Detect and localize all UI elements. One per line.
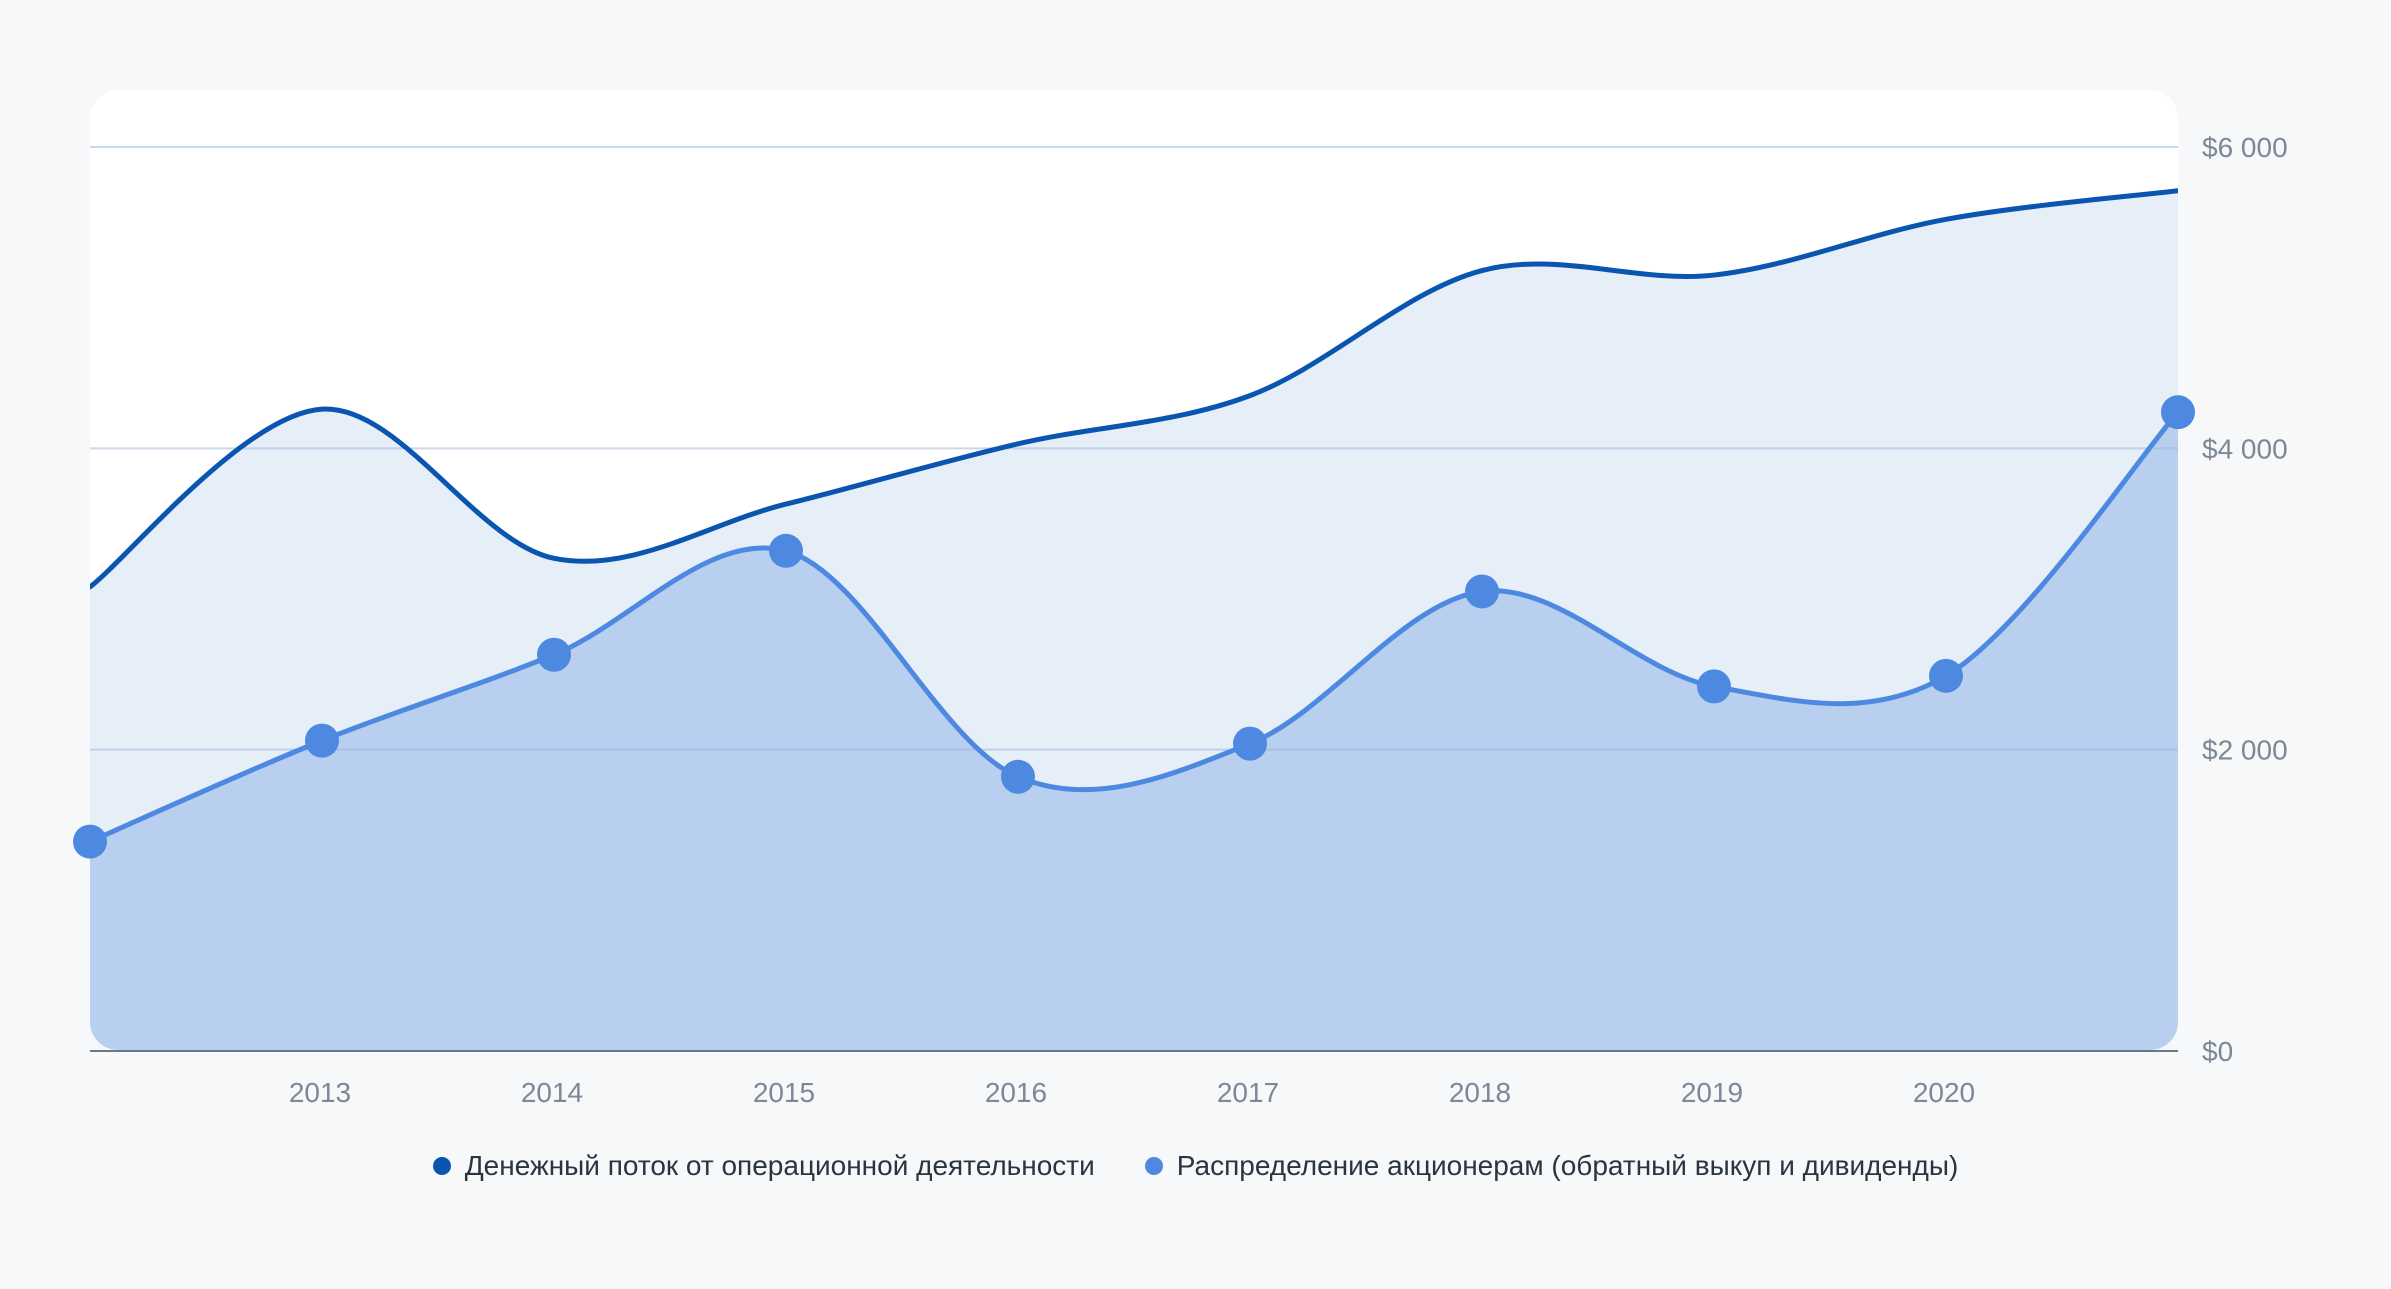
x-tick-label-2014: 2014 bbox=[521, 1077, 583, 1108]
x-tick-label-2018: 2018 bbox=[1449, 1077, 1511, 1108]
data-point-1-2020 bbox=[1929, 658, 1963, 693]
data-point-1-2017 bbox=[1233, 726, 1267, 761]
series-line-0 bbox=[90, 188, 2178, 590]
x-tick-label-2020: 2020 bbox=[1913, 1077, 1975, 1108]
legend-label-shareholder-distribution: Распределение акционерам (обратный выкуп… bbox=[1176, 1150, 1959, 1181]
legend-item-cash-flow: Денежный поток от операционной деятельно… bbox=[432, 1150, 1095, 1182]
x-tick-label-2019: 2019 bbox=[1681, 1077, 1743, 1108]
y-tick-label-3: $6 000 bbox=[2202, 132, 2288, 163]
legend-item-shareholder-distribution: Распределение акционерам (обратный выкуп… bbox=[1144, 1150, 1959, 1182]
legend: Денежный поток от операционной деятельно… bbox=[0, 1150, 2391, 1182]
data-point-1-2015 bbox=[769, 533, 803, 568]
x-tick-label-2013: 2013 bbox=[289, 1077, 351, 1108]
x-tick-label-2016: 2016 bbox=[985, 1077, 1047, 1108]
x-tick-label-2015: 2015 bbox=[753, 1077, 815, 1108]
data-point-1-2018 bbox=[1465, 574, 1499, 609]
legend-label-cash-flow: Денежный поток от операционной деятельно… bbox=[464, 1150, 1095, 1181]
series-line-1 bbox=[90, 409, 2178, 845]
legend-swatch-shareholder-distribution bbox=[1144, 1157, 1163, 1175]
data-point-1-2013 bbox=[305, 723, 339, 758]
data-point-1-2021 bbox=[2161, 395, 2195, 430]
legend-swatch-cash-flow bbox=[432, 1157, 451, 1175]
data-point-1-2012 bbox=[73, 824, 107, 859]
data-point-1-2016 bbox=[1001, 759, 1035, 794]
data-point-1-2014 bbox=[537, 637, 571, 672]
y-tick-label-1: $2 000 bbox=[2202, 735, 2288, 766]
x-tick-label-2017: 2017 bbox=[1217, 1077, 1279, 1108]
y-tick-label-2: $4 000 bbox=[2202, 433, 2288, 464]
y-tick-label-0: $0 bbox=[2202, 1036, 2233, 1067]
data-point-1-2019 bbox=[1697, 669, 1731, 704]
series-area-1 bbox=[90, 412, 2178, 1050]
